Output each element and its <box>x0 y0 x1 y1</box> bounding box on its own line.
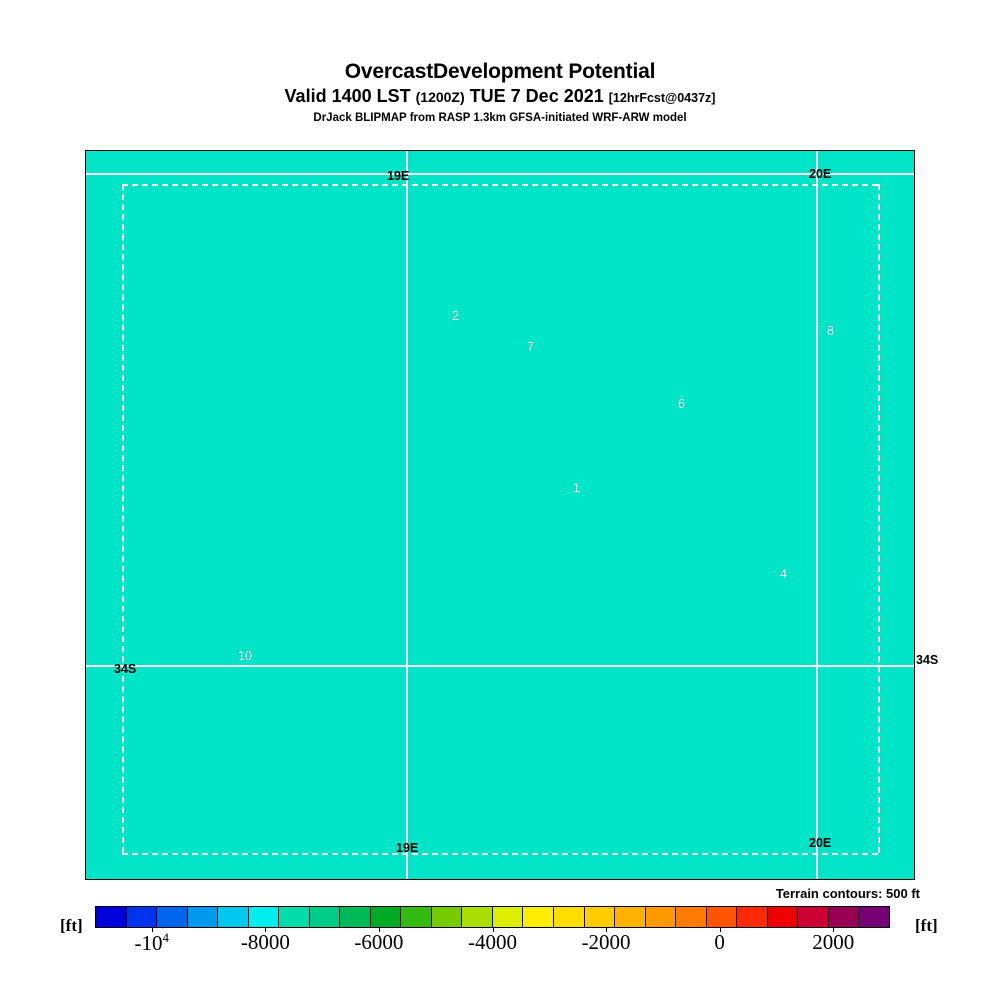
station-marker[interactable]: 4 <box>780 567 787 581</box>
colorbar-swatch <box>584 907 616 927</box>
colorbar-swatch <box>218 907 249 927</box>
colorbar-swatch <box>553 907 585 927</box>
colorbar-swatch <box>859 907 889 927</box>
colorbar-tick-label: -104 <box>134 930 170 955</box>
colorbar-tick-label: -2000 <box>581 930 631 954</box>
valid-zulu: (1200Z) <box>415 89 465 105</box>
colorbar-tick-label: 2000 <box>812 930 855 954</box>
colorbar-swatch <box>370 907 402 927</box>
colorbar-tick <box>378 928 380 932</box>
valid-prefix: Valid 1400 LST <box>284 86 411 106</box>
colorbar-tick-label: -4000 <box>468 930 517 954</box>
heatmap-canvas <box>86 151 914 879</box>
page-title: OvercastDevelopment Potential <box>344 60 656 83</box>
colorbar-swatch <box>279 907 310 927</box>
colorbar-swatch <box>767 907 799 927</box>
colorbar-swatch <box>523 907 554 927</box>
station-marker[interactable]: 2 <box>452 309 459 323</box>
title-block: OvercastDevelopment Potential Valid 1400… <box>0 60 1000 126</box>
graticule-label: 20E <box>809 167 832 181</box>
station-marker[interactable]: 1 <box>573 481 580 495</box>
station-marker[interactable]: 10 <box>238 649 252 663</box>
terrain-contour-note: Terrain contours: 500 ft <box>773 886 922 901</box>
colorbar-swatch <box>828 907 860 927</box>
colorbar-tick <box>833 928 835 932</box>
colorbar-unit-left: [ft] <box>60 916 83 935</box>
colorbar-swatch <box>157 907 188 927</box>
colorbar-unit-right: [ft] <box>915 916 938 935</box>
colorbar[interactable]: -104 -8000 -6000 -4000 -2000 0 2000 <box>95 906 890 955</box>
colorbar-tick <box>151 928 153 932</box>
colorbar-swatch <box>462 907 493 927</box>
graticule-label-lat-right: 34S <box>916 653 939 667</box>
graticule-label-lat-left: 34S <box>114 662 137 676</box>
colorbar-swatches <box>95 906 890 928</box>
colorbar-tick-label: -6000 <box>354 930 404 954</box>
colorbar-tick <box>265 928 267 932</box>
colorbar-swatch <box>615 907 646 927</box>
graticule-label: 20E <box>809 836 832 850</box>
colorbar-swatch <box>126 907 158 927</box>
station-marker[interactable]: 7 <box>527 340 534 354</box>
graticule-label: 19E <box>387 169 410 183</box>
colorbar-tick <box>719 928 721 932</box>
colorbar-swatch <box>737 907 768 927</box>
colorbar-swatch <box>676 907 707 927</box>
colorbar-swatch <box>248 907 280 927</box>
forecast-tag: [12hrFcst@0437z] <box>608 91 716 105</box>
colorbar-tick <box>492 928 494 932</box>
colorbar-swatch <box>645 907 677 927</box>
station-marker[interactable]: 8 <box>827 324 834 338</box>
station-marker[interactable]: 6 <box>678 397 685 411</box>
colorbar-tick-label: -8000 <box>240 930 290 954</box>
colorbar-swatch <box>309 907 341 927</box>
colorbar-swatch <box>96 907 127 927</box>
colorbar-swatch <box>187 907 219 927</box>
colorbar-swatch <box>431 907 463 927</box>
model-source-line: DrJack BLIPMAP from RASP 1.3km GFSA-init… <box>313 112 687 124</box>
colorbar-tick-label: 0 <box>714 930 725 954</box>
colorbar-swatch <box>492 907 524 927</box>
valid-date: TUE 7 Dec 2021 <box>469 86 604 106</box>
forecast-map[interactable] <box>85 150 915 880</box>
valid-time-line: Valid 1400 LST (1200Z) TUE 7 Dec 2021 [1… <box>0 85 1000 109</box>
graticule-label: 19E <box>396 841 419 855</box>
colorbar-swatch <box>706 907 738 927</box>
colorbar-swatch <box>798 907 829 927</box>
colorbar-tick <box>606 928 608 932</box>
colorbar-swatch <box>401 907 432 927</box>
colorbar-swatch <box>340 907 371 927</box>
